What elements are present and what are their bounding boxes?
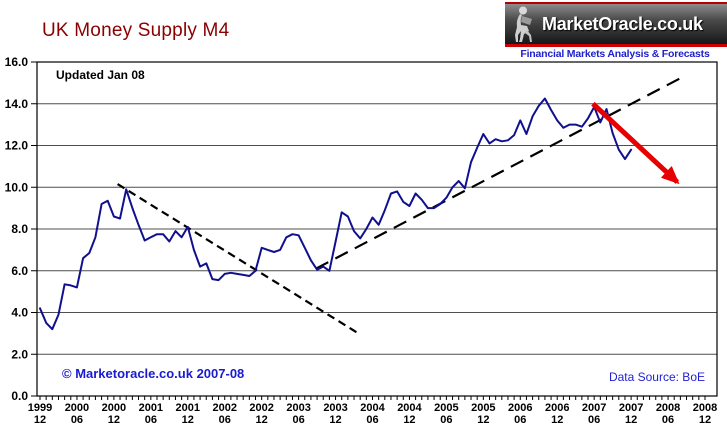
logo-red-stripe xyxy=(505,44,727,47)
data-source-label: Data Source: BoE xyxy=(608,370,705,384)
logo-tagline: Financial Markets Analysis & Forecasts xyxy=(520,48,710,60)
brand-text: MarketOracle.co.uk xyxy=(542,13,703,34)
logo-banner[interactable]: MarketOracle.co.uk xyxy=(505,2,727,44)
y-tick-label: 2.0 xyxy=(11,347,28,361)
uptrend-line xyxy=(315,75,684,270)
x-tick-label: 2006 12 xyxy=(545,402,569,426)
x-tick-label: 2006 06 xyxy=(508,402,532,426)
x-tick-label: 2008 06 xyxy=(656,402,680,426)
y-tick-label: 4.0 xyxy=(11,306,28,320)
y-tick-label: 0.0 xyxy=(11,389,28,403)
copyright-label: © Marketoracle.co.uk 2007-08 xyxy=(62,366,245,381)
updated-label: Updated Jan 08 xyxy=(56,68,145,82)
x-tick-label: 2002 12 xyxy=(249,402,273,426)
x-tick-label: 2001 06 xyxy=(139,402,163,426)
x-tick-label: 2005 12 xyxy=(471,402,495,426)
y-tick-label: 14.0 xyxy=(5,97,29,111)
x-tick-label: 2007 06 xyxy=(582,402,606,426)
x-tick-label: 2003 06 xyxy=(286,402,310,426)
x-tick-label: 2002 06 xyxy=(212,402,236,426)
x-tick-label: 2004 06 xyxy=(360,402,385,426)
x-tick-label: 2000 06 xyxy=(65,402,89,426)
y-tick-label: 12.0 xyxy=(5,139,29,153)
x-tick-label: 2001 12 xyxy=(176,402,200,426)
downtrend-line xyxy=(117,183,359,335)
y-tick-label: 10.0 xyxy=(5,180,29,194)
x-tick-label: 2008 12 xyxy=(693,402,717,426)
x-tick-label: 2004 12 xyxy=(397,402,422,426)
y-tick-label: 16.0 xyxy=(5,55,29,69)
forecast-decline-arrow xyxy=(591,101,680,185)
x-tick-label: 2007 12 xyxy=(619,402,643,426)
x-tick-label: 2003 12 xyxy=(323,402,347,426)
y-tick-label: 6.0 xyxy=(11,264,28,278)
oracle-figure-icon xyxy=(515,6,532,42)
x-tick-label: 1999 12 xyxy=(28,402,52,426)
page-title: UK Money Supply M4 xyxy=(42,20,230,41)
x-tick-label: 2000 12 xyxy=(102,402,126,426)
m4-series-line xyxy=(39,97,633,331)
y-tick-label: 8.0 xyxy=(11,222,28,236)
x-tick-label: 2005 06 xyxy=(434,402,458,426)
